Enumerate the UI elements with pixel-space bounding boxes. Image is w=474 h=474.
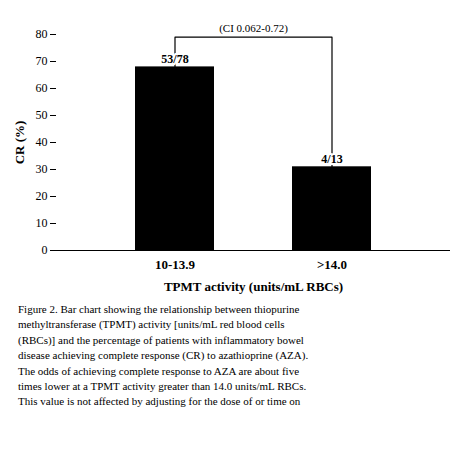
svg-text:50: 50	[36, 108, 48, 122]
svg-text:53/78: 53/78	[161, 52, 188, 66]
svg-text:0: 0	[42, 243, 48, 257]
svg-text:>14.0: >14.0	[317, 257, 347, 272]
html-text:Figure 2. Bar chart showing th: Figure 2. Bar chart showing the relation…	[18, 303, 300, 315]
svg-text:70: 70	[36, 54, 48, 68]
svg-text:60: 60	[36, 81, 48, 95]
html-text:times lower at a TPMT activity: times lower at a TPMT activity greater t…	[18, 380, 307, 392]
svg-text:(CI 0.062-0.72): (CI 0.062-0.72)	[219, 22, 288, 35]
html-text:This value is not affected by: This value is not affected by adjusting …	[18, 395, 301, 408]
svg-text:TPMT activity (units/mL RBCs): TPMT activity (units/mL RBCs)	[164, 279, 343, 294]
html-text:methyltransferase (TPMT) activ: methyltransferase (TPMT) activity [units…	[18, 318, 285, 331]
html-text:disease achieving complete res: disease achieving complete response (CR)…	[18, 349, 309, 362]
svg-text:CR (%): CR (%)	[12, 121, 27, 165]
svg-text:4/13: 4/13	[321, 152, 342, 166]
svg-text:30: 30	[36, 162, 48, 176]
svg-text:10-13.9: 10-13.9	[155, 257, 196, 272]
html-text:(RBCs)] and the percentage of: (RBCs)] and the percentage of patients w…	[18, 333, 304, 346]
svg-text:20: 20	[36, 189, 48, 203]
svg-text:10: 10	[36, 216, 48, 230]
html-text:The odds of achieving complete: The odds of achieving complete response …	[18, 364, 299, 377]
svg-text:80: 80	[36, 27, 48, 41]
svg-text:40: 40	[36, 135, 48, 149]
